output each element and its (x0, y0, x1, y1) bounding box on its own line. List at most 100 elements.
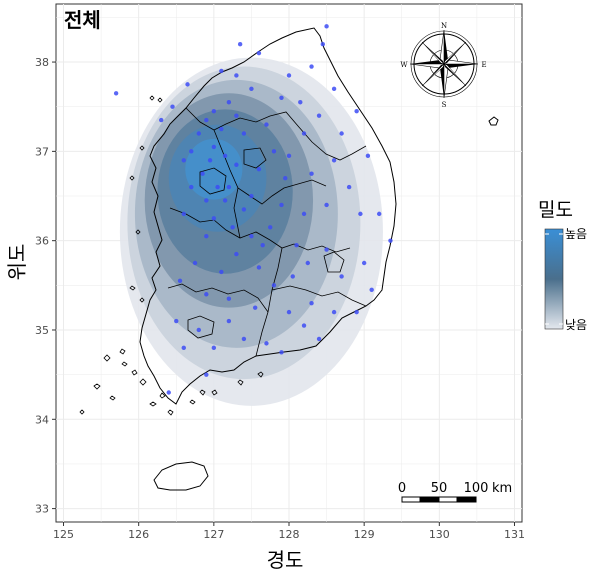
observation-point (324, 24, 329, 29)
observation-point (241, 207, 247, 212)
scale-label-50: 50 (431, 481, 448, 496)
observation-point (316, 336, 322, 342)
observation-point (234, 73, 239, 78)
observation-point (331, 309, 337, 315)
observation-point (211, 345, 217, 351)
density-level-7 (185, 138, 243, 200)
observation-point (222, 198, 228, 203)
observation-point (230, 225, 235, 230)
observation-point (249, 193, 254, 199)
observation-point (249, 86, 254, 92)
observation-point (196, 327, 202, 333)
compass-s: S (442, 101, 447, 109)
observation-point (207, 158, 213, 163)
island-clusters (79, 95, 264, 416)
observation-point (388, 238, 393, 243)
observation-point (159, 117, 164, 123)
observation-point (215, 184, 220, 190)
observation-point (305, 260, 310, 266)
observation-point (301, 211, 307, 217)
observation-point (166, 390, 171, 395)
observation-point (294, 242, 299, 248)
y-axis: 33 34 35 36 37 38 (35, 56, 56, 516)
x-axis-title: 경도 (267, 548, 304, 572)
compass-e: E (481, 61, 486, 69)
y-tick-label: 33 (35, 503, 49, 516)
observation-point (339, 131, 344, 136)
province-boundaries (167, 107, 367, 357)
legend-low-label: 낮음 (565, 318, 587, 332)
scale-unit: km (492, 481, 512, 496)
observation-point (219, 269, 224, 275)
observation-point (256, 167, 262, 172)
y-axis-title: 위도 (5, 244, 29, 281)
observation-point (113, 91, 119, 96)
observation-point (298, 100, 303, 105)
compass-n: N (441, 22, 447, 30)
observation-point (369, 287, 374, 292)
observation-point (264, 341, 269, 346)
observation-point (271, 149, 277, 154)
legend-title: 밀도 (538, 199, 573, 221)
compass-w: W (400, 61, 408, 69)
observation-point (226, 318, 232, 324)
ulleung-island-outline (488, 116, 499, 126)
x-tick-label: 127 (203, 528, 224, 541)
observation-point (211, 216, 217, 221)
observation-point (185, 82, 190, 87)
observation-point (181, 345, 186, 351)
observation-point (264, 122, 269, 127)
observation-point (260, 242, 265, 248)
observation-point (226, 100, 232, 105)
observation-point (181, 211, 186, 217)
observation-point (226, 184, 232, 190)
observation-point (286, 73, 292, 78)
observation-point (241, 336, 247, 342)
observation-point (204, 234, 209, 239)
y-tick-label: 35 (35, 324, 49, 337)
y-tick-label: 36 (35, 235, 49, 248)
legend-high-label: 높음 (565, 227, 587, 241)
observation-point (181, 158, 186, 163)
observation-point (290, 274, 295, 279)
compass-rose-icon: N S E W (400, 22, 486, 109)
x-tick-label: 125 (53, 528, 74, 541)
observation-point (283, 175, 288, 181)
mainland-outline (139, 27, 397, 405)
observation-point (361, 260, 367, 266)
observation-point (320, 41, 326, 47)
observation-point (268, 225, 273, 230)
observation-point (365, 153, 371, 159)
observation-point (309, 64, 314, 69)
observation-point (204, 198, 209, 203)
panel-title: 전체 (64, 8, 101, 32)
observation-point (222, 153, 228, 159)
scale-label-100: 100 (464, 481, 489, 496)
observation-point (256, 265, 262, 270)
observation-point (237, 41, 243, 47)
land-outline (79, 27, 499, 491)
observation-point (346, 184, 352, 190)
observation-point (204, 292, 209, 297)
observation-point (226, 296, 232, 301)
observation-point (177, 278, 183, 284)
density-contours (119, 57, 383, 406)
observation-point (331, 86, 337, 92)
observation-point (301, 131, 307, 136)
y-tick-label: 38 (35, 56, 49, 69)
observation-point (279, 202, 284, 208)
observation-point (376, 211, 382, 217)
observation-point (279, 95, 284, 100)
observation-point (211, 108, 217, 114)
observation-point (256, 50, 262, 56)
observation-point (234, 113, 239, 118)
observation-point (234, 162, 239, 167)
y-tick-label: 37 (35, 145, 49, 158)
observation-point (286, 153, 292, 159)
observation-point (309, 300, 314, 306)
observation-point (354, 108, 359, 114)
jeju-island-outline (153, 461, 209, 491)
observation-point (219, 68, 224, 74)
observation-point (309, 171, 314, 176)
